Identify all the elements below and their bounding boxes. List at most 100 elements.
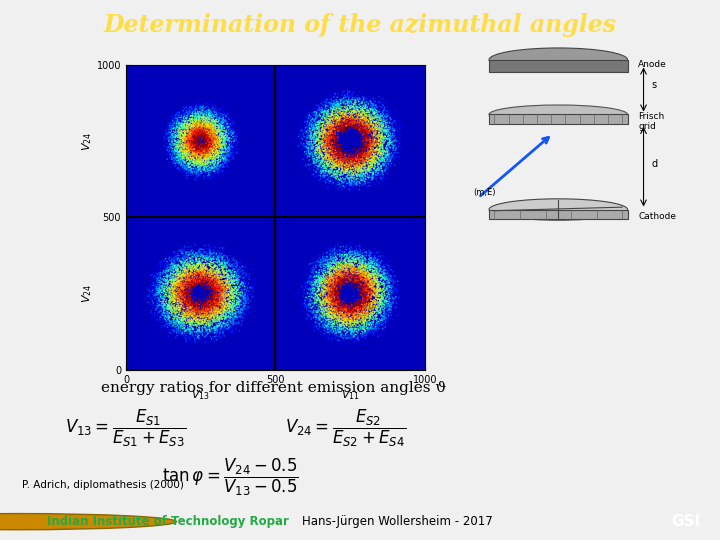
Point [205,111,217,120]
Point [329,288,341,296]
Point [210,125,221,134]
Point [330,110,341,119]
Point [362,323,374,332]
Point [186,161,197,170]
Point [366,273,377,282]
Point [352,265,364,274]
Point [367,156,379,165]
Point [240,298,251,306]
Point [343,160,355,169]
Point [368,273,379,282]
Point [318,242,330,251]
Point [176,161,188,170]
Point [372,117,384,125]
Point [193,268,204,277]
Point [183,285,194,293]
Point [376,280,387,289]
Point [301,305,312,314]
Point [181,168,192,177]
Point [224,322,235,330]
Point [336,264,347,272]
Point [186,120,197,129]
Point [333,160,345,168]
Point [301,119,312,128]
Point [202,150,213,159]
Point [207,111,218,119]
Point [229,283,240,292]
Point [315,312,327,320]
Point [319,116,330,124]
Point [366,263,378,272]
Point [177,293,189,301]
Point [359,152,371,161]
Point [358,122,369,130]
Point [327,143,338,151]
Point [317,282,328,291]
Point [355,286,366,295]
Point [387,129,399,138]
Point [163,134,174,143]
Point [205,107,217,116]
Point [315,327,326,335]
Point [342,92,354,100]
Point [186,309,197,318]
Point [195,149,207,158]
Point [374,306,385,315]
Point [317,134,328,143]
Point [361,268,372,276]
Point [179,288,191,296]
Point [205,151,217,160]
Point [238,296,250,305]
Point [364,133,376,142]
Point [351,313,363,322]
Point [314,322,325,330]
Point [349,267,361,275]
Point [322,156,333,164]
Point [184,309,195,318]
Point [325,104,337,112]
Point [366,172,378,181]
Point [329,305,341,314]
Point [214,136,225,145]
Point [158,300,170,308]
Point [342,97,354,106]
Point [379,105,390,114]
Point [341,113,353,122]
Point [316,271,328,280]
Point [312,156,323,164]
Point [379,124,391,132]
Point [350,124,361,133]
Point [323,276,335,285]
Point [313,276,325,285]
Point [163,284,175,292]
Point [305,280,316,288]
Point [163,146,175,154]
Point [194,114,205,123]
Point [383,146,395,155]
Point [369,313,381,322]
Point [203,154,215,163]
Point [332,276,343,285]
Point [189,150,200,158]
Point [174,296,186,305]
Point [226,299,238,307]
Point [180,165,192,174]
Point [337,97,348,105]
Point [339,123,351,131]
Point [216,291,228,299]
Point [379,127,390,136]
Point [206,272,217,281]
Point [228,302,239,310]
Point [197,144,208,152]
Point [168,135,180,144]
Point [299,147,310,156]
Point [339,148,351,157]
Point [364,254,375,263]
Point [188,144,199,153]
Point [358,285,369,293]
Point [206,126,217,134]
Point [168,279,180,288]
Point [328,178,339,187]
Point [345,305,356,314]
Point [178,287,189,296]
